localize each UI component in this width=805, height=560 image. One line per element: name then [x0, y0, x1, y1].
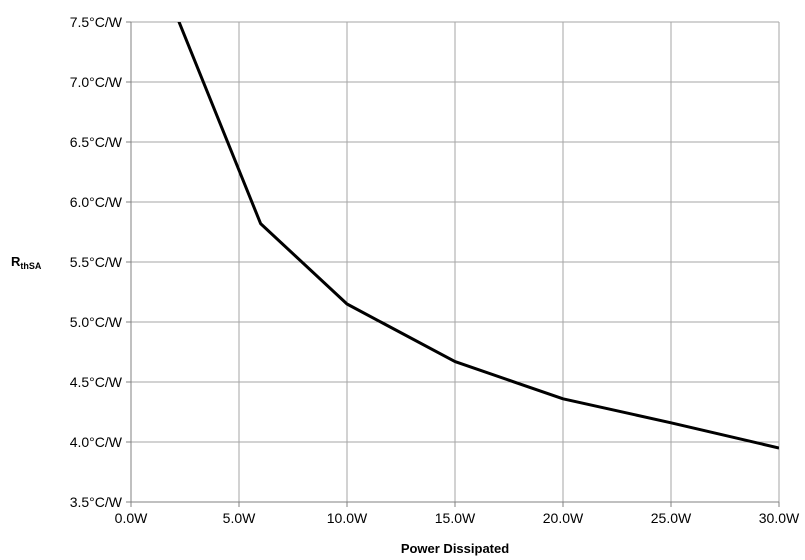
y-tick-label: 5.5°C/W: [70, 254, 123, 270]
grid-lines: [131, 21, 780, 502]
x-tick-label: 10.0W: [327, 510, 368, 526]
x-tick-label: 20.0W: [543, 510, 584, 526]
y-tick-label: 7.5°C/W: [70, 14, 123, 30]
x-tick-labels: 0.0W 5.0W 10.0W 15.0W 20.0W 25.0W 30.0W: [115, 510, 800, 526]
y-tick-label: 5.0°C/W: [70, 314, 123, 330]
data-point: [454, 361, 456, 363]
x-tick-label: 25.0W: [651, 510, 692, 526]
y-tick-label: 6.5°C/W: [70, 134, 123, 150]
y-axis-title-subscript: thSA: [20, 261, 41, 271]
y-tick-label: 6.0°C/W: [70, 194, 123, 210]
y-axis-title: RthSA: [11, 254, 42, 271]
y-tick-label: 7.0°C/W: [70, 74, 123, 90]
data-point: [260, 223, 262, 225]
data-point: [778, 447, 779, 449]
series-group: [174, 10, 779, 450]
y-tick-label: 4.0°C/W: [70, 434, 123, 450]
x-tick-label: 30.0W: [759, 510, 800, 526]
axes: [126, 21, 780, 507]
x-tick-label: 5.0W: [223, 510, 256, 526]
x-tick-label: 15.0W: [435, 510, 476, 526]
data-point: [670, 422, 672, 424]
data-point: [562, 398, 564, 400]
y-tick-label: 4.5°C/W: [70, 374, 123, 390]
y-axis-title-main: R: [11, 254, 21, 269]
x-tick-label: 0.0W: [115, 510, 148, 526]
y-tick-labels: 3.5°C/W 4.0°C/W 4.5°C/W 5.0°C/W 5.5°C/W 6.0°C…: [70, 14, 123, 510]
x-axis-title: Power Dissipated: [401, 541, 509, 556]
data-point: [346, 303, 348, 305]
data-point: [174, 10, 175, 11]
y-tick-label: 3.5°C/W: [70, 494, 123, 510]
